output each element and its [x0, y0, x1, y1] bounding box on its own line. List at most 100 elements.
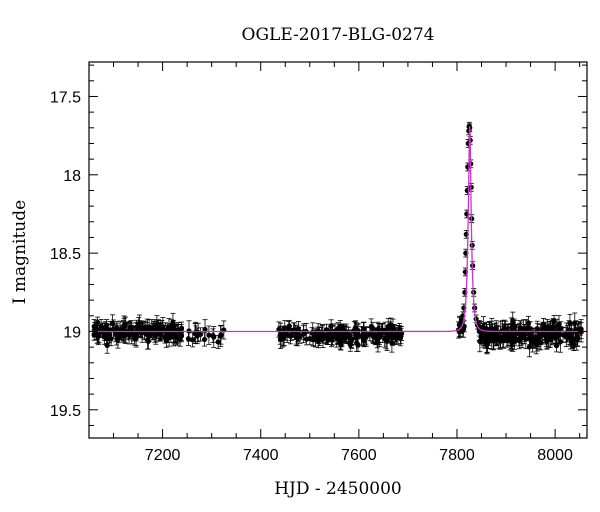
plot-frame: [88, 61, 588, 439]
data-point: [190, 332, 196, 348]
marker: [300, 331, 307, 337]
marker: [526, 344, 533, 350]
marker: [558, 325, 564, 331]
data-point: [170, 319, 177, 333]
marker: [510, 318, 516, 325]
marker: [509, 338, 515, 344]
marker: [129, 331, 135, 338]
y-tick-label: 19.5: [50, 403, 81, 420]
marker: [215, 339, 221, 345]
chart-title: OGLE-2017-BLG-0274: [242, 25, 435, 45]
marker: [185, 336, 192, 342]
data-point: [493, 325, 500, 346]
x-axis-label: HJD - 2450000: [274, 479, 402, 499]
axes: 7200 7400 7600 7800 8000 17.5 18 18.5 19 19.5: [50, 61, 588, 464]
data-point: [348, 332, 355, 346]
marker: [319, 329, 325, 335]
marker: [178, 329, 184, 336]
marker: [388, 322, 394, 328]
marker: [518, 325, 524, 331]
data-point: [210, 328, 216, 343]
y-tick-label: 18.5: [50, 246, 81, 263]
marker: [348, 336, 355, 342]
marker: [461, 326, 467, 332]
y-axis-label: I magnitude: [10, 200, 30, 304]
data-point: [122, 325, 128, 344]
data-points: [91, 121, 584, 358]
data-point: [393, 332, 400, 345]
data-point: [149, 319, 155, 339]
marker: [382, 327, 388, 334]
marker: [110, 326, 117, 332]
data-point: [218, 324, 224, 345]
marker: [329, 333, 336, 339]
marker: [206, 332, 212, 338]
marker: [484, 341, 490, 347]
data-point: [489, 317, 495, 339]
data-point: [185, 331, 192, 346]
marker: [141, 329, 148, 336]
marker: [493, 333, 500, 339]
data-point: [155, 319, 162, 337]
marker: [338, 342, 344, 348]
data-point: [505, 327, 511, 347]
data-point: [129, 324, 135, 345]
marker: [92, 326, 98, 332]
data-point: [92, 322, 98, 336]
y-tick-label: 19: [63, 324, 81, 341]
marker: [175, 334, 181, 341]
marker: [104, 342, 110, 349]
marker: [524, 325, 530, 331]
data-point: [202, 319, 208, 340]
data-point: [571, 337, 577, 352]
x-tick-label: 7600: [341, 447, 377, 464]
marker: [155, 325, 162, 331]
y-tick-label: 18: [63, 168, 81, 185]
data-point: [481, 326, 487, 343]
marker: [303, 336, 310, 342]
marker: [279, 335, 285, 341]
marker: [194, 333, 200, 339]
model-curve: [89, 126, 587, 333]
x-tick-label: 7200: [145, 447, 181, 464]
marker: [136, 320, 143, 326]
marker: [171, 334, 177, 340]
marker: [389, 340, 395, 346]
marker: [96, 331, 102, 337]
x-tick-label: 8000: [537, 447, 573, 464]
marker: [282, 325, 288, 331]
data-point: [110, 319, 117, 339]
marker: [116, 332, 122, 338]
marker: [288, 331, 294, 338]
data-point: [355, 338, 361, 352]
data-point: [194, 327, 200, 345]
data-point: [524, 320, 530, 336]
marker: [295, 331, 301, 337]
marker: [325, 333, 331, 339]
marker: [190, 337, 196, 343]
data-point: [295, 325, 301, 343]
data-point: [541, 326, 548, 341]
marker: [338, 334, 345, 340]
data-point: [485, 329, 491, 349]
marker: [122, 332, 128, 338]
data-point: [206, 325, 212, 345]
data-point: [369, 327, 376, 343]
data-point: [300, 325, 307, 344]
marker: [490, 330, 496, 337]
marker: [481, 332, 487, 338]
marker: [218, 332, 224, 338]
data-point: [116, 327, 122, 344]
marker: [489, 336, 495, 342]
marker: [369, 332, 376, 338]
data-point: [303, 333, 310, 346]
marker: [334, 335, 340, 341]
marker: [210, 333, 216, 339]
model-line: [89, 126, 587, 333]
marker: [355, 328, 361, 334]
marker: [328, 337, 335, 343]
x-tick-label: 7800: [439, 447, 475, 464]
marker: [571, 341, 577, 347]
data-point: [328, 332, 335, 348]
